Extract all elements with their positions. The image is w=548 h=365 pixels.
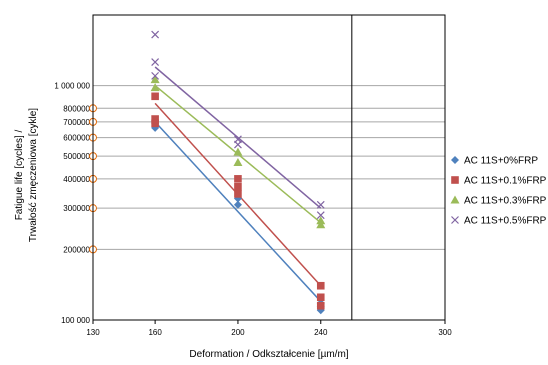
data-point xyxy=(233,157,243,166)
y-tick-label: 800000 xyxy=(63,104,90,113)
data-point xyxy=(150,75,160,84)
legend: AC 11S+0%FRP AC 11S+0.1%FRP AC 11S+0.3%FRP… xyxy=(450,156,547,227)
plot-area-border xyxy=(92,14,446,321)
data-point xyxy=(234,175,242,183)
legend-label: AC 11S+0%FRP xyxy=(464,156,538,167)
y-tick-labels: 100 000 200000 300000 400000 500000 600000 700… xyxy=(54,82,90,325)
y-tick-label: 300000 xyxy=(63,204,90,213)
x-tick-labels: 130 160 200 240 300 xyxy=(86,328,452,337)
y-tick-label: 100 000 xyxy=(61,316,90,325)
y-axis-title: Fatigue life [cycles] / Trwałość zmęczen… xyxy=(14,108,39,242)
y-tick-label: 500000 xyxy=(63,152,90,161)
legend-label: AC 11S+0.3%FRP xyxy=(464,196,547,207)
x-tick-label: 300 xyxy=(438,328,452,337)
legend-marker xyxy=(451,176,459,184)
gridlines xyxy=(92,85,446,324)
data-point xyxy=(316,281,325,290)
y-axis-title-line2: Trwałość zmęczeniowa [cykle] xyxy=(28,108,39,242)
data-point xyxy=(234,182,242,191)
legend-label: AC 11S+0.5%FRP xyxy=(464,216,547,227)
x-axis-title: Deformation / Odkształcenie [µm/m] xyxy=(189,349,348,360)
trend-line xyxy=(154,66,322,209)
data-point xyxy=(234,190,242,198)
y-tick-label: 700000 xyxy=(63,118,90,127)
legend-marker xyxy=(451,216,459,224)
y-tick-label: 200000 xyxy=(63,245,90,254)
legend-label: AC 11S+0.1%FRP xyxy=(464,176,547,187)
data-point xyxy=(316,301,325,310)
data-point xyxy=(151,119,159,128)
x-tick-label: 200 xyxy=(231,328,245,337)
data-point xyxy=(150,83,160,92)
data-point xyxy=(151,30,160,39)
data-point xyxy=(151,115,159,123)
x-tick-label: 240 xyxy=(314,328,328,337)
legend-marker xyxy=(450,195,460,204)
x-tick-label: 160 xyxy=(148,328,162,337)
y-axis-title-line1: Fatigue life [cycles] / xyxy=(14,129,25,220)
data-point xyxy=(151,58,160,66)
data-point xyxy=(234,140,242,149)
y-tick-label: 600000 xyxy=(63,134,90,143)
data-point xyxy=(233,147,243,156)
y-tick-label: 1 000 000 xyxy=(54,82,90,91)
data-point xyxy=(151,71,160,80)
data-point xyxy=(151,92,159,101)
data-point xyxy=(233,200,242,209)
trend-line xyxy=(154,121,322,302)
x-tick-label: 130 xyxy=(86,328,100,337)
data-point xyxy=(316,211,325,220)
y-tick-label: 400000 xyxy=(63,175,90,184)
data-point xyxy=(316,293,325,302)
data-point xyxy=(316,220,326,229)
legend-marker xyxy=(451,156,459,164)
data-points xyxy=(150,30,326,315)
data-point xyxy=(316,200,325,209)
